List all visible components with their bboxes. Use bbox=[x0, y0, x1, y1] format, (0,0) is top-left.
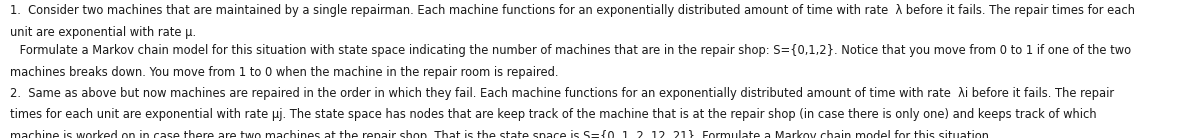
Text: times for each unit are exponential with rate μj. The state space has nodes that: times for each unit are exponential with… bbox=[10, 108, 1097, 121]
Text: Formulate a Markov chain model for this situation with state space indicating th: Formulate a Markov chain model for this … bbox=[16, 44, 1130, 57]
Text: machine is worked on in case there are two machines at the repair shop. That is : machine is worked on in case there are t… bbox=[10, 130, 992, 138]
Text: unit are exponential with rate μ.: unit are exponential with rate μ. bbox=[10, 26, 196, 39]
Text: machines breaks down. You move from 1 to 0 when the machine in the repair room i: machines breaks down. You move from 1 to… bbox=[10, 66, 558, 79]
Text: 1.  Consider two machines that are maintained by a single repairman. Each machin: 1. Consider two machines that are mainta… bbox=[10, 4, 1135, 17]
Text: 2.  Same as above but now machines are repaired in the order in which they fail.: 2. Same as above but now machines are re… bbox=[10, 87, 1114, 100]
